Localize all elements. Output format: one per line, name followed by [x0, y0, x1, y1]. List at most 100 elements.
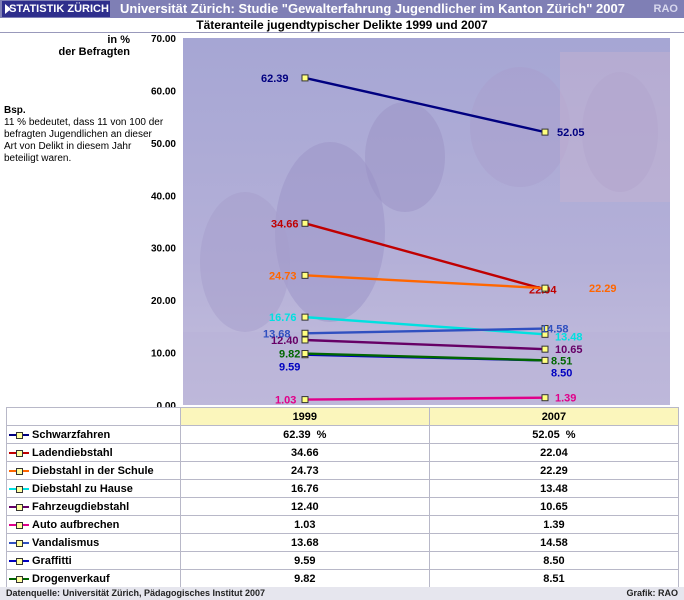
- table-header-1999: 1999: [179, 407, 430, 426]
- value-1999-cell: 24.73: [179, 461, 430, 480]
- legend-square: [16, 431, 23, 439]
- logo-text: STATISTIK ZÜRICH: [9, 3, 109, 15]
- value-1999-cell: 12.40: [179, 497, 430, 516]
- series-layer: 62.3952.0534.6622.0424.7322.2916.7613.48…: [261, 73, 617, 407]
- cell-value: 13.48: [540, 482, 568, 495]
- series-name: Fahrzeugdiebstahl: [32, 500, 130, 513]
- cell-value: 22.29: [540, 464, 568, 477]
- series-line: [304, 222, 546, 291]
- y-axis-label-line2: der Befragten: [58, 46, 130, 58]
- y-axis-label-line1: in %: [107, 34, 130, 46]
- data-label: 62.39: [261, 73, 289, 85]
- legend-marker-icon: [9, 431, 29, 439]
- series-name-cell: Diebstahl in der Schule: [6, 461, 181, 480]
- series-name-cell: Fahrzeugdiebstahl: [6, 497, 181, 516]
- series-line: [304, 76, 546, 134]
- value-2007-cell: 8.50: [428, 551, 680, 570]
- legend-marker-icon: [9, 503, 29, 511]
- legend-marker-icon: [9, 575, 29, 583]
- chart-title: Täteranteile jugendtypischer Delikte 199…: [0, 18, 684, 33]
- data-label: 24.73: [269, 270, 297, 282]
- y-tick-label: 20.00: [151, 296, 176, 307]
- value-2007-cell: 52.05%: [428, 425, 680, 444]
- y-tick-label: 30.00: [151, 244, 176, 255]
- y-tick-label: 40.00: [151, 191, 176, 202]
- series-name: Drogenverkauf: [32, 572, 110, 585]
- data-label: 34.66: [271, 218, 299, 230]
- value-1999-cell: 9.82: [179, 569, 430, 588]
- table-row: Schwarzfahren 62.39% 52.05%: [6, 425, 680, 444]
- series-name-cell: Auto aufbrechen: [6, 515, 181, 534]
- header-bar: STATISTIK ZÜRICH Universität Zürich: Stu…: [0, 0, 684, 18]
- series-name-cell: Drogenverkauf: [6, 569, 181, 588]
- table-row: Fahrzeugdiebstahl 12.40 10.65: [6, 497, 680, 516]
- value-2007-cell: 8.51: [428, 569, 680, 588]
- value-1999-cell: 34.66: [179, 443, 430, 462]
- series-name-cell: Vandalismus: [6, 533, 181, 552]
- data-point: [301, 350, 309, 358]
- data-point: [301, 74, 309, 82]
- data-label: 1.39: [555, 393, 576, 405]
- cell-value: 9.82: [294, 572, 316, 585]
- value-1999-cell: 13.68: [179, 533, 430, 552]
- value-2007-cell: 22.04: [428, 443, 680, 462]
- cell-value: 34.66: [291, 446, 319, 459]
- legend-marker-icon: [9, 557, 29, 565]
- table-body: Schwarzfahren 62.39% 52.05% Ladendiebstahl 3…: [6, 425, 680, 588]
- cell-value: 1.39: [543, 518, 565, 531]
- data-label: 22.29: [589, 283, 617, 295]
- rao-badge: RAO: [653, 3, 678, 15]
- data-label: 10.65: [555, 344, 583, 356]
- value-1999-cell: 16.76: [179, 479, 430, 498]
- series-line: [304, 352, 546, 362]
- y-axis: 0.00 10.00 20.00 30.00 40.00 50.00 60.00 70.00: [151, 34, 176, 407]
- series-name: Diebstahl zu Hause: [32, 482, 133, 495]
- series-name: Ladendiebstahl: [32, 446, 113, 459]
- table-row: Diebstahl zu Hause 16.76 13.48: [6, 479, 680, 498]
- series-name: Diebstahl in der Schule: [32, 464, 154, 477]
- data-point: [541, 128, 549, 136]
- data-label: 16.76: [269, 312, 297, 324]
- data-point: [301, 313, 309, 321]
- legend-square: [16, 521, 23, 529]
- value-2007-cell: 22.29: [428, 461, 680, 480]
- table-row: Vandalismus 13.68 14.58: [6, 533, 680, 552]
- legend-marker-icon: [9, 539, 29, 547]
- table-row: Graffitti 9.59 8.50: [6, 551, 680, 570]
- y-tick-label: 60.00: [151, 86, 176, 97]
- example-note: Bsp. 11 % bedeutet, dass 11 von 100 der …: [4, 105, 164, 165]
- table-header-row: 1999 2007: [6, 407, 680, 426]
- legend-square: [16, 467, 23, 475]
- y-tick-label: 10.00: [151, 349, 176, 360]
- legend-square: [16, 485, 23, 493]
- legend-square: [16, 449, 23, 457]
- note-text: 11 % bedeutet, dass 11 von 100 der befra…: [4, 117, 164, 164]
- series-line: [304, 396, 546, 401]
- data-point: [541, 394, 549, 402]
- data-label: 13.48: [555, 331, 583, 343]
- value-2007-cell: 1.39: [428, 515, 680, 534]
- series-name: Graffitti: [32, 554, 72, 567]
- background-photo: [183, 38, 670, 405]
- table-row: Ladendiebstahl 34.66 22.04: [6, 443, 680, 462]
- graphic-credit: Grafik: RAO: [626, 588, 678, 598]
- data-label: 12.40: [271, 335, 299, 347]
- cell-value: 16.76: [291, 482, 319, 495]
- table-row: Diebstahl in der Schule 24.73 22.29: [6, 461, 680, 480]
- statistik-zuerich-logo[interactable]: STATISTIK ZÜRICH: [2, 1, 110, 17]
- data-label: 9.82: [279, 349, 300, 361]
- data-source: Datenquelle: Universität Zürich, Pädagog…: [6, 588, 266, 598]
- y-tick-label: 50.00: [151, 139, 176, 150]
- data-label: 8.50: [551, 367, 572, 379]
- data-point: [541, 325, 549, 333]
- series-name: Vandalismus: [32, 536, 100, 549]
- cell-value: 24.73: [291, 464, 319, 477]
- series-name-cell: Ladendiebstahl: [6, 443, 181, 462]
- data-label: 13.68: [263, 328, 291, 340]
- y-axis-label: in % der Befragten: [0, 34, 130, 58]
- series-name-cell: Graffitti: [6, 551, 181, 570]
- legend-square: [16, 539, 23, 547]
- footer-bar: Datenquelle: Universität Zürich, Pädagog…: [0, 587, 684, 600]
- value-1999-cell: 1.03: [179, 515, 430, 534]
- table-header-2007: 2007: [428, 407, 680, 426]
